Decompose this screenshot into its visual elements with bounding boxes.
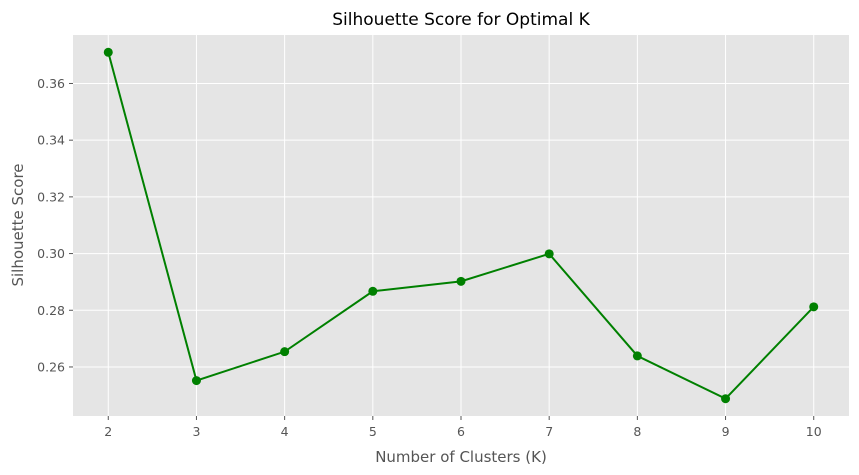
x-tick-label: 8 bbox=[633, 424, 641, 439]
data-point bbox=[721, 394, 731, 404]
x-tick-label: 9 bbox=[722, 424, 730, 439]
data-point bbox=[280, 347, 290, 357]
x-tick-label: 4 bbox=[281, 424, 289, 439]
x-tick-label: 7 bbox=[545, 424, 553, 439]
x-axis-label: Number of Clusters (K) bbox=[375, 448, 547, 466]
y-tick-label: 0.34 bbox=[37, 133, 65, 148]
data-point bbox=[456, 276, 466, 286]
data-point bbox=[191, 376, 201, 386]
data-point bbox=[103, 47, 113, 57]
y-tick-label: 0.32 bbox=[37, 189, 65, 204]
tick-labels: 2 3 4 5 6 7 8 9 10 0.26 0.28 0.30 0.32 0.34 0.36 bbox=[37, 76, 822, 439]
y-tick-label: 0.28 bbox=[37, 303, 65, 318]
series-group bbox=[103, 47, 819, 404]
data-point bbox=[632, 351, 642, 361]
y-axis-label: Silhouette Score bbox=[9, 163, 27, 286]
y-tick-label: 0.36 bbox=[37, 76, 65, 91]
axis-ticks bbox=[69, 82, 815, 420]
x-tick-label: 2 bbox=[104, 424, 112, 439]
grid-lines bbox=[73, 35, 849, 416]
y-tick-label: 0.30 bbox=[37, 246, 65, 261]
data-point bbox=[368, 286, 378, 296]
data-point bbox=[544, 249, 554, 259]
chart-title: Silhouette Score for Optimal K bbox=[332, 10, 590, 30]
x-tick-label: 3 bbox=[192, 424, 200, 439]
x-tick-label: 10 bbox=[806, 424, 822, 439]
y-tick-label: 0.26 bbox=[37, 359, 65, 374]
x-tick-label: 6 bbox=[457, 424, 465, 439]
x-tick-label: 5 bbox=[369, 424, 377, 439]
data-point bbox=[809, 302, 819, 312]
